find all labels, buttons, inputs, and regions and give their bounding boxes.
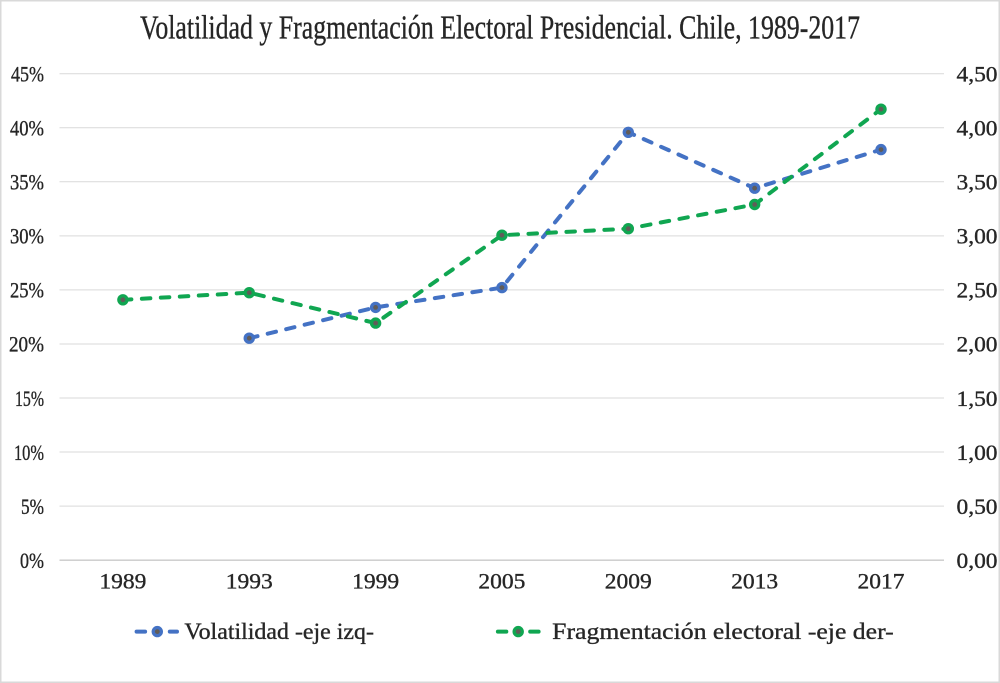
svg-text:25%: 25%: [10, 278, 44, 303]
svg-text:0%: 0%: [20, 548, 44, 573]
svg-text:5%: 5%: [21, 494, 44, 519]
svg-text:4,50: 4,50: [957, 62, 998, 87]
svg-text:40%: 40%: [10, 116, 44, 141]
svg-text:10%: 10%: [14, 440, 44, 465]
svg-text:30%: 30%: [10, 224, 44, 249]
svg-text:4,00: 4,00: [957, 116, 998, 141]
svg-text:Fragmentación electoral -eje d: Fragmentación electoral -eje der-: [552, 619, 894, 644]
svg-text:1989: 1989: [99, 568, 146, 593]
svg-text:45%: 45%: [11, 62, 44, 87]
svg-text:0,00: 0,00: [957, 548, 998, 573]
svg-text:1,50: 1,50: [957, 386, 998, 411]
svg-text:3,50: 3,50: [957, 170, 998, 195]
svg-text:Volatilidad -eje izq-: Volatilidad -eje izq-: [184, 619, 374, 644]
svg-text:2005: 2005: [478, 568, 525, 593]
svg-text:3,00: 3,00: [957, 224, 998, 249]
svg-text:2017: 2017: [858, 568, 905, 593]
svg-text:2,50: 2,50: [957, 278, 998, 303]
svg-text:2,00: 2,00: [957, 332, 998, 357]
svg-text:1999: 1999: [352, 568, 399, 593]
svg-text:Volatilidad y Fragmentación El: Volatilidad y Fragmentación Electoral Pr…: [140, 10, 860, 47]
svg-text:1993: 1993: [226, 568, 273, 593]
svg-text:20%: 20%: [9, 332, 44, 357]
svg-text:2009: 2009: [605, 568, 652, 593]
svg-text:1,00: 1,00: [957, 440, 998, 465]
svg-text:15%: 15%: [15, 386, 44, 411]
svg-text:2013: 2013: [731, 568, 778, 593]
svg-text:0,50: 0,50: [957, 494, 998, 519]
svg-text:35%: 35%: [10, 170, 44, 195]
